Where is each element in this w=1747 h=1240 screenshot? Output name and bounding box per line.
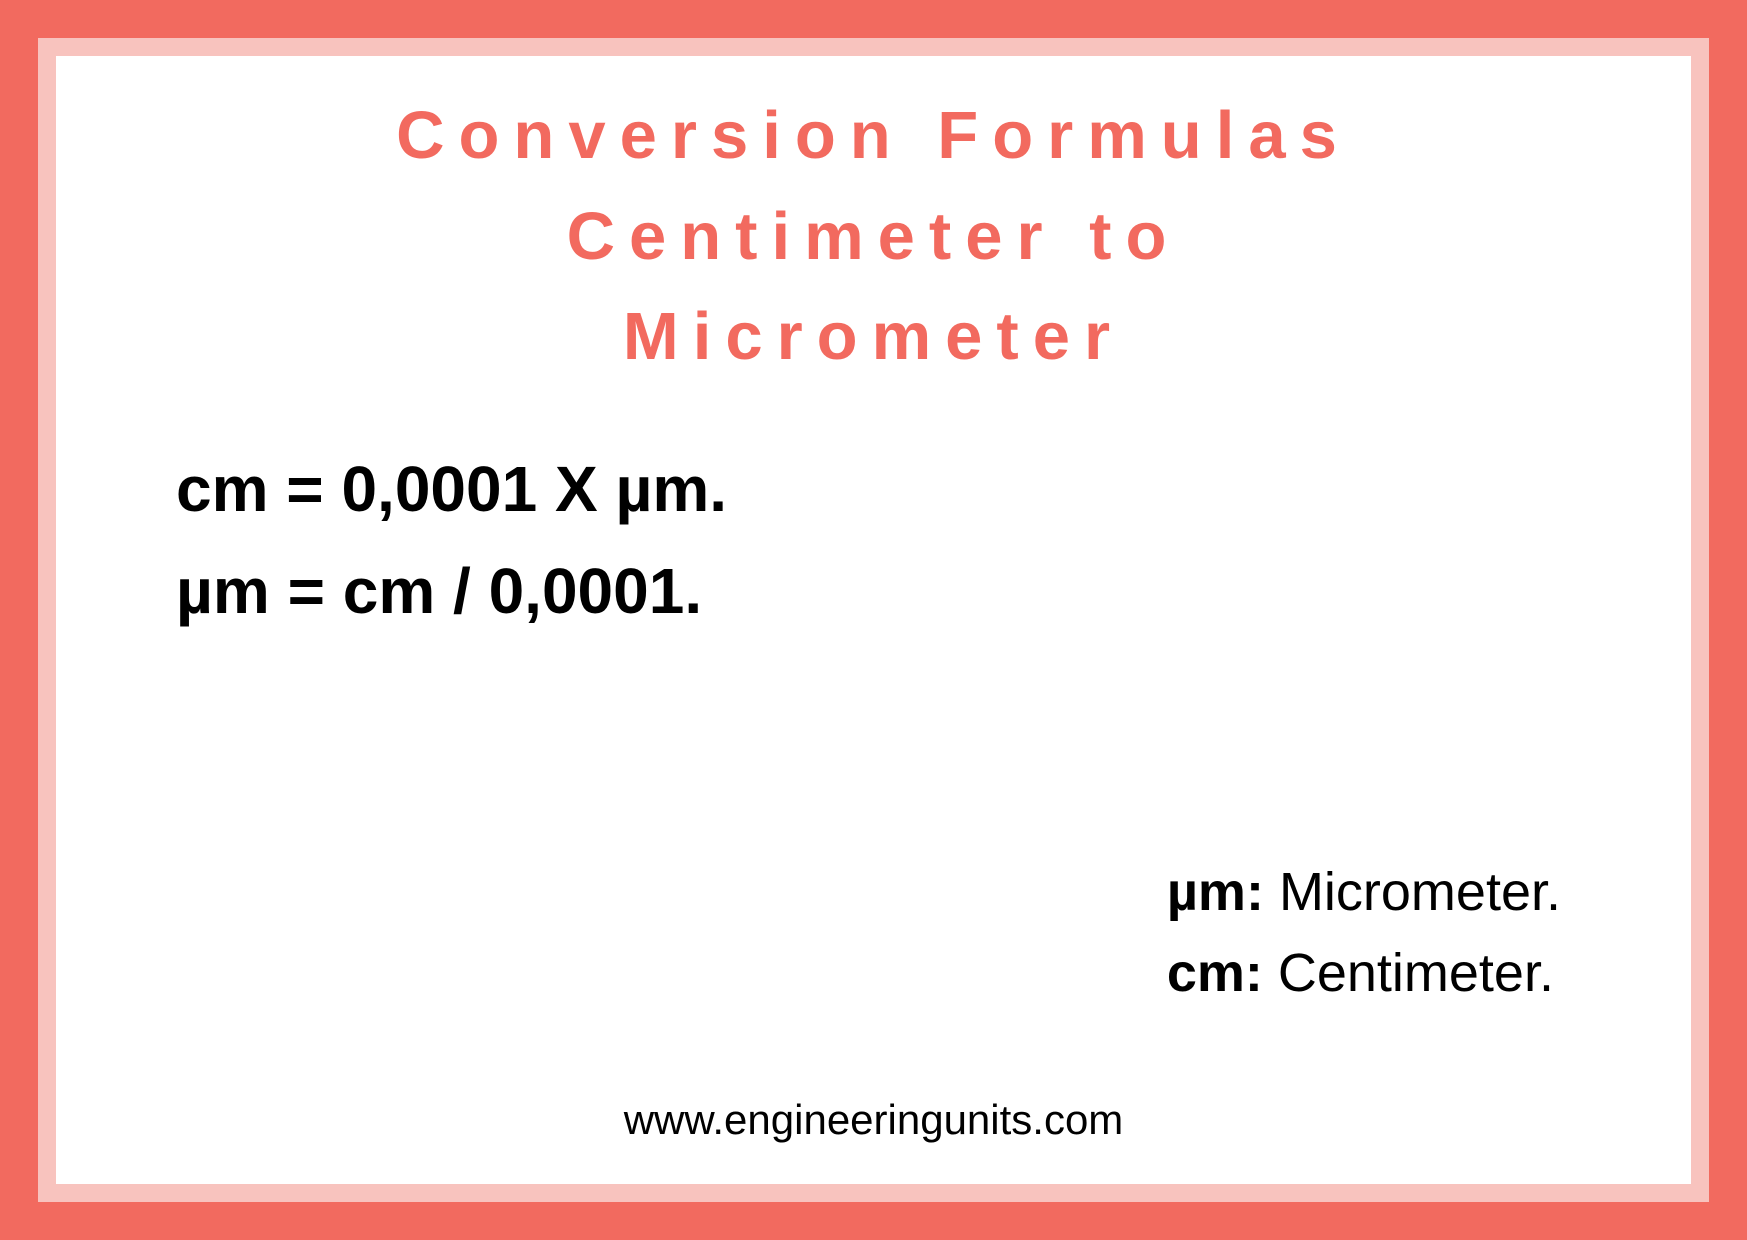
- formula-cm: cm = 0,0001 X µm.: [176, 438, 1631, 540]
- content-area: Conversion Formulas Centimeter to Microm…: [56, 56, 1691, 1184]
- title-line-2: Centimeter to: [116, 187, 1631, 288]
- title-line-3: Micrometer: [116, 287, 1631, 388]
- formulas-block: cm = 0,0001 X µm. µm = cm / 0,0001.: [116, 438, 1631, 643]
- title-block: Conversion Formulas Centimeter to Microm…: [116, 86, 1631, 388]
- title-line-1: Conversion Formulas: [116, 86, 1631, 187]
- legend-block: µm: Micrometer. cm: Centimeter.: [1167, 852, 1561, 1014]
- outer-border: Conversion Formulas Centimeter to Microm…: [0, 0, 1747, 1240]
- legend-cm-symbol: cm:: [1167, 943, 1263, 1003]
- legend-um-symbol: µm:: [1167, 862, 1264, 922]
- formula-um: µm = cm / 0,0001.: [176, 540, 1631, 642]
- inner-border: Conversion Formulas Centimeter to Microm…: [38, 38, 1709, 1202]
- legend-um-text: Micrometer.: [1264, 862, 1561, 922]
- legend-cm-text: Centimeter.: [1263, 943, 1554, 1003]
- legend-micrometer: µm: Micrometer.: [1167, 852, 1561, 933]
- footer-url: www.engineeringunits.com: [56, 1096, 1691, 1144]
- legend-centimeter: cm: Centimeter.: [1167, 933, 1561, 1014]
